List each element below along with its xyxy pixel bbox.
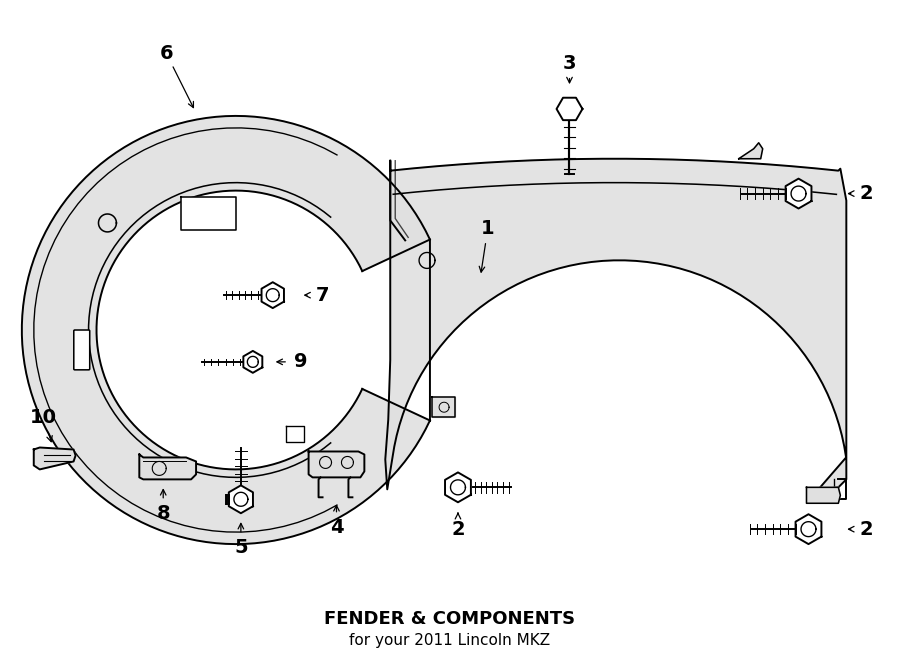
Polygon shape	[786, 178, 812, 208]
Text: 4: 4	[329, 518, 343, 537]
Text: 8: 8	[157, 504, 170, 523]
Polygon shape	[739, 143, 762, 159]
Polygon shape	[445, 473, 471, 502]
Polygon shape	[181, 198, 236, 230]
FancyBboxPatch shape	[74, 330, 90, 370]
Text: 5: 5	[234, 537, 248, 557]
Text: for your 2011 Lincoln MKZ: for your 2011 Lincoln MKZ	[349, 633, 551, 648]
Polygon shape	[285, 426, 303, 442]
Text: 10: 10	[31, 408, 58, 427]
Text: 6: 6	[159, 44, 173, 63]
Polygon shape	[796, 514, 822, 544]
Text: 3: 3	[562, 54, 576, 73]
Text: 9: 9	[294, 352, 308, 371]
Text: FENDER & COMPONENTS: FENDER & COMPONENTS	[324, 610, 576, 628]
Polygon shape	[262, 282, 284, 308]
Polygon shape	[556, 98, 582, 120]
Polygon shape	[432, 397, 455, 417]
Text: 2: 2	[451, 520, 464, 539]
Polygon shape	[309, 451, 365, 477]
Text: 2: 2	[860, 520, 873, 539]
Polygon shape	[22, 116, 430, 544]
Polygon shape	[806, 487, 841, 503]
Polygon shape	[34, 447, 76, 469]
Polygon shape	[229, 485, 253, 513]
Text: 7: 7	[316, 286, 329, 305]
Text: 1: 1	[481, 219, 495, 238]
Text: 2: 2	[860, 184, 873, 203]
Polygon shape	[140, 455, 196, 479]
Polygon shape	[385, 159, 846, 489]
Polygon shape	[243, 351, 262, 373]
